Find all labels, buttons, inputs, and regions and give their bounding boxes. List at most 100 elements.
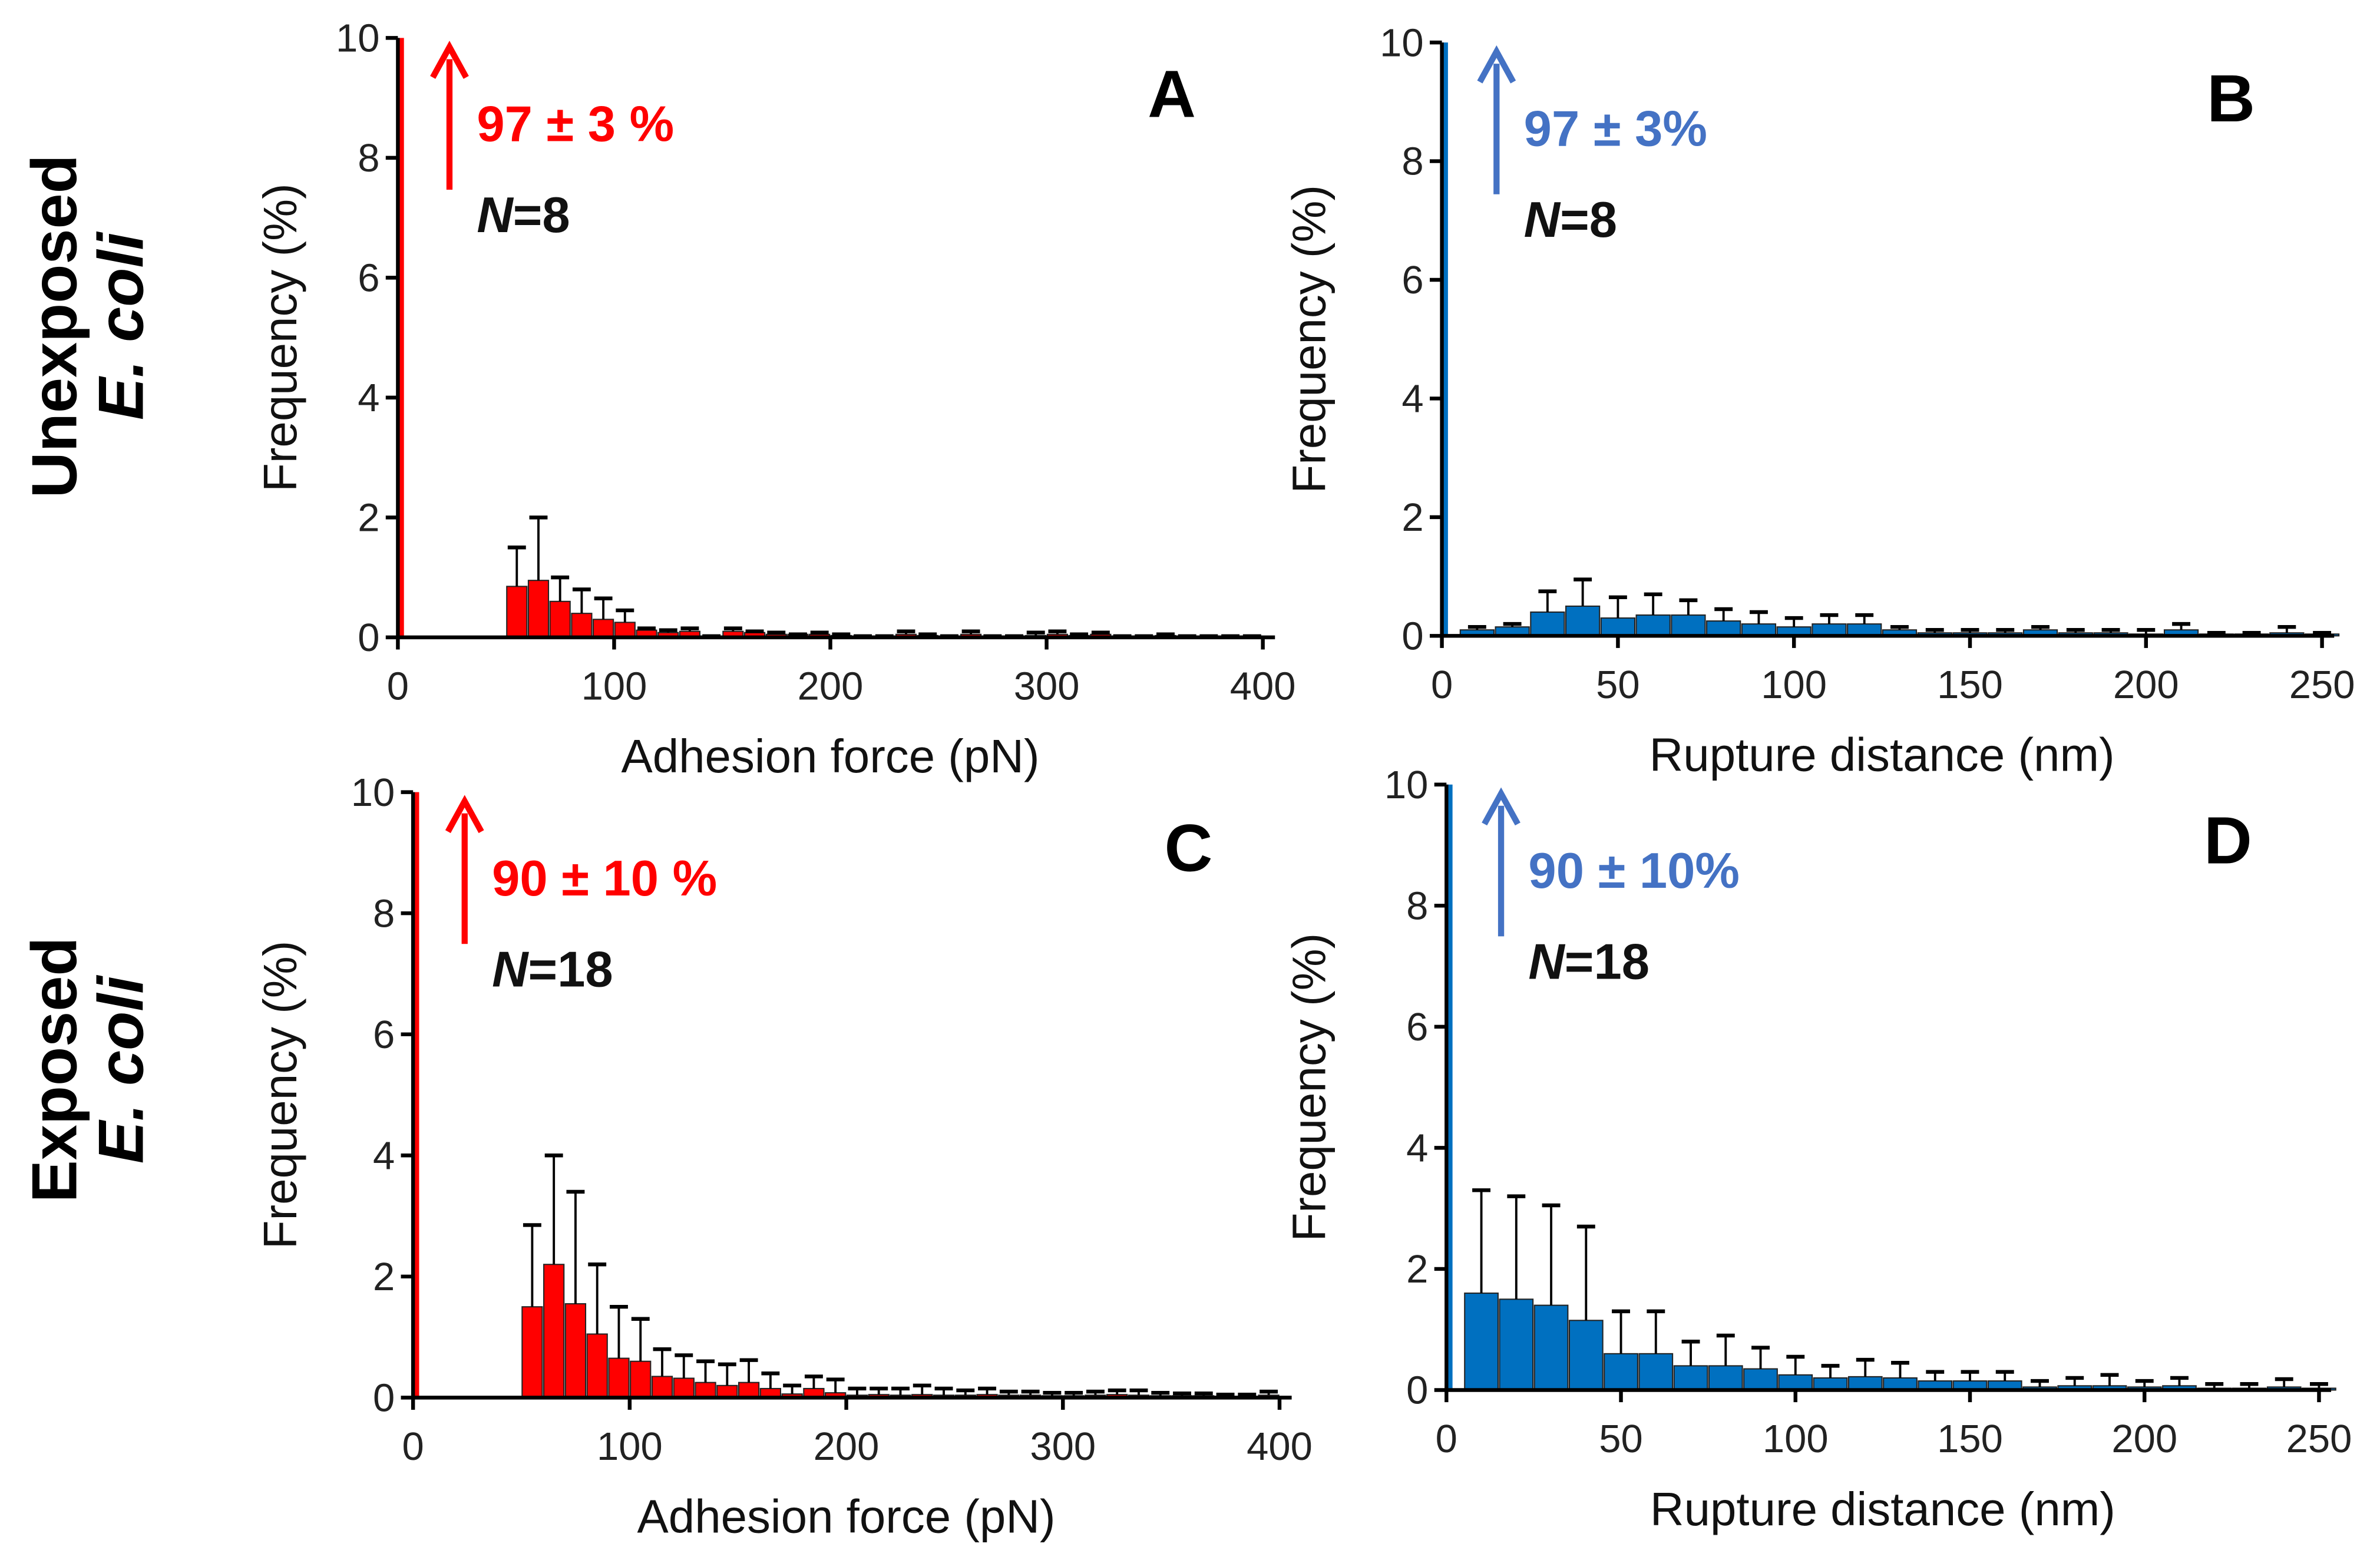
y-tick-label: 2 (1406, 1247, 1428, 1291)
n-annotation: N=18 (1528, 934, 1650, 990)
bar (1673, 1365, 1708, 1391)
x-tick-label: 150 (1937, 1417, 2003, 1461)
bar (673, 1377, 695, 1399)
y-tick-label: 0 (373, 1376, 395, 1420)
y-tick-label: 6 (358, 256, 379, 300)
x-axis-label: Rupture distance (nm) (1650, 729, 2115, 781)
y-tick-label: 2 (373, 1255, 395, 1299)
n-annotation: N=8 (1524, 192, 1617, 248)
bar (1671, 614, 1706, 637)
n-value: =8 (1560, 192, 1617, 248)
bar-first-bin (1442, 42, 1448, 636)
bar (593, 619, 614, 638)
row-label-line1: Exposed (18, 937, 90, 1203)
panel-letter: D (2204, 804, 2252, 878)
arrow-up-icon (1482, 787, 1520, 826)
panel-letter: C (1165, 811, 1213, 886)
bar (1568, 1320, 1604, 1391)
x-tick-label: 100 (1763, 1417, 1829, 1461)
y-axis-label: Frequency (%) (1282, 185, 1335, 494)
x-tick-label: 100 (597, 1425, 663, 1469)
panel-a: 0 100 200 300 400 0 2 4 6 8 10 Adhesion force (pN) F… (254, 16, 1296, 783)
bar-first-bin (398, 38, 404, 637)
percent-annotation: 90 ± 10% (1528, 843, 1740, 899)
x-tick-label: 400 (1247, 1425, 1313, 1469)
x-tick-label: 150 (1937, 663, 2003, 707)
y-tick-label: 10 (351, 771, 395, 815)
percent-annotation: 90 ± 10 % (492, 851, 717, 907)
n-value: =8 (513, 187, 570, 243)
bar (1743, 1368, 1778, 1391)
bar (1565, 605, 1601, 637)
n-value: =18 (528, 941, 613, 997)
percent-annotation: 97 ± 3% (1524, 101, 1707, 157)
bar-first-bin (1446, 784, 1453, 1390)
arrow-up-icon (1477, 45, 1516, 84)
x-tick-label: 0 (402, 1425, 424, 1469)
n-symbol: N (1528, 934, 1565, 990)
x-tick-label: 200 (798, 664, 864, 708)
x-tick-label: 300 (1030, 1425, 1096, 1469)
y-axis-label: Frequency (%) (254, 941, 306, 1250)
bar (506, 586, 528, 638)
x-tick-label: 50 (1596, 663, 1640, 707)
bar (651, 1376, 673, 1399)
panel-d: 0 50 100 150 200 250 0 2 4 6 8 10 Rupture distance (… (1282, 763, 2352, 1535)
bar (1600, 617, 1636, 637)
x-tick-label: 100 (1761, 663, 1827, 707)
x-axis-label: Adhesion force (pN) (621, 730, 1039, 782)
y-tick-label: 10 (336, 16, 380, 61)
n-symbol: N (492, 941, 529, 997)
bar (1530, 611, 1565, 637)
y-tick-label: 10 (1380, 21, 1423, 65)
x-tick-label: 0 (387, 664, 409, 708)
x-axis-label: Rupture distance (nm) (1650, 1483, 2115, 1535)
row-label-unexposed: Unexposed E. coli (18, 154, 156, 498)
bar (1533, 1304, 1569, 1391)
bar (1708, 1365, 1743, 1391)
x-tick-label: 0 (1431, 663, 1453, 707)
bar (630, 1360, 652, 1399)
bar (1499, 1298, 1534, 1391)
y-tick-label: 6 (1401, 258, 1423, 302)
n-annotation: N=18 (492, 941, 613, 997)
x-tick-label: 400 (1230, 664, 1296, 708)
bar (1778, 1374, 1813, 1391)
arrow-up-icon (445, 795, 484, 834)
panel-letter: B (2207, 61, 2255, 136)
bar (543, 1264, 565, 1399)
y-axis-label: Frequency (%) (254, 183, 306, 492)
panel-b: 0 50 100 150 200 250 0 2 4 6 8 10 Rupture distance (… (1282, 21, 2355, 781)
bar (564, 1303, 587, 1399)
y-tick-label: 4 (1401, 377, 1423, 421)
y-tick-label: 8 (1401, 140, 1423, 184)
bar (1706, 620, 1741, 637)
bar (586, 1333, 608, 1399)
y-tick-label: 6 (1406, 1005, 1428, 1049)
x-tick-label: 200 (2113, 663, 2179, 707)
bar (1847, 1376, 1883, 1391)
bar (1464, 1293, 1499, 1391)
y-axis-label: Frequency (%) (1282, 933, 1335, 1242)
y-tick-label: 10 (1384, 763, 1428, 807)
n-symbol: N (477, 187, 514, 243)
bar (571, 613, 593, 638)
y-tick-label: 0 (358, 616, 379, 660)
bar (527, 580, 550, 638)
y-tick-label: 0 (1401, 614, 1423, 658)
x-tick-label: 0 (1436, 1417, 1457, 1461)
bar (521, 1306, 543, 1399)
x-tick-label: 200 (814, 1425, 880, 1469)
x-tick-label: 300 (1014, 664, 1080, 708)
panel-c: 0 100 200 300 400 0 2 4 6 8 10 Adhesion force (pN) F… (254, 771, 1313, 1543)
y-tick-label: 8 (358, 136, 379, 180)
bar (1635, 614, 1671, 637)
y-tick-label: 2 (1401, 495, 1423, 540)
x-tick-label: 250 (2289, 663, 2355, 707)
arrow-up-icon (430, 41, 469, 79)
row-label-line2: E. coli (85, 232, 157, 421)
bar (1638, 1353, 1674, 1391)
x-tick-label: 100 (581, 664, 647, 708)
x-tick-label: 50 (1599, 1417, 1643, 1461)
